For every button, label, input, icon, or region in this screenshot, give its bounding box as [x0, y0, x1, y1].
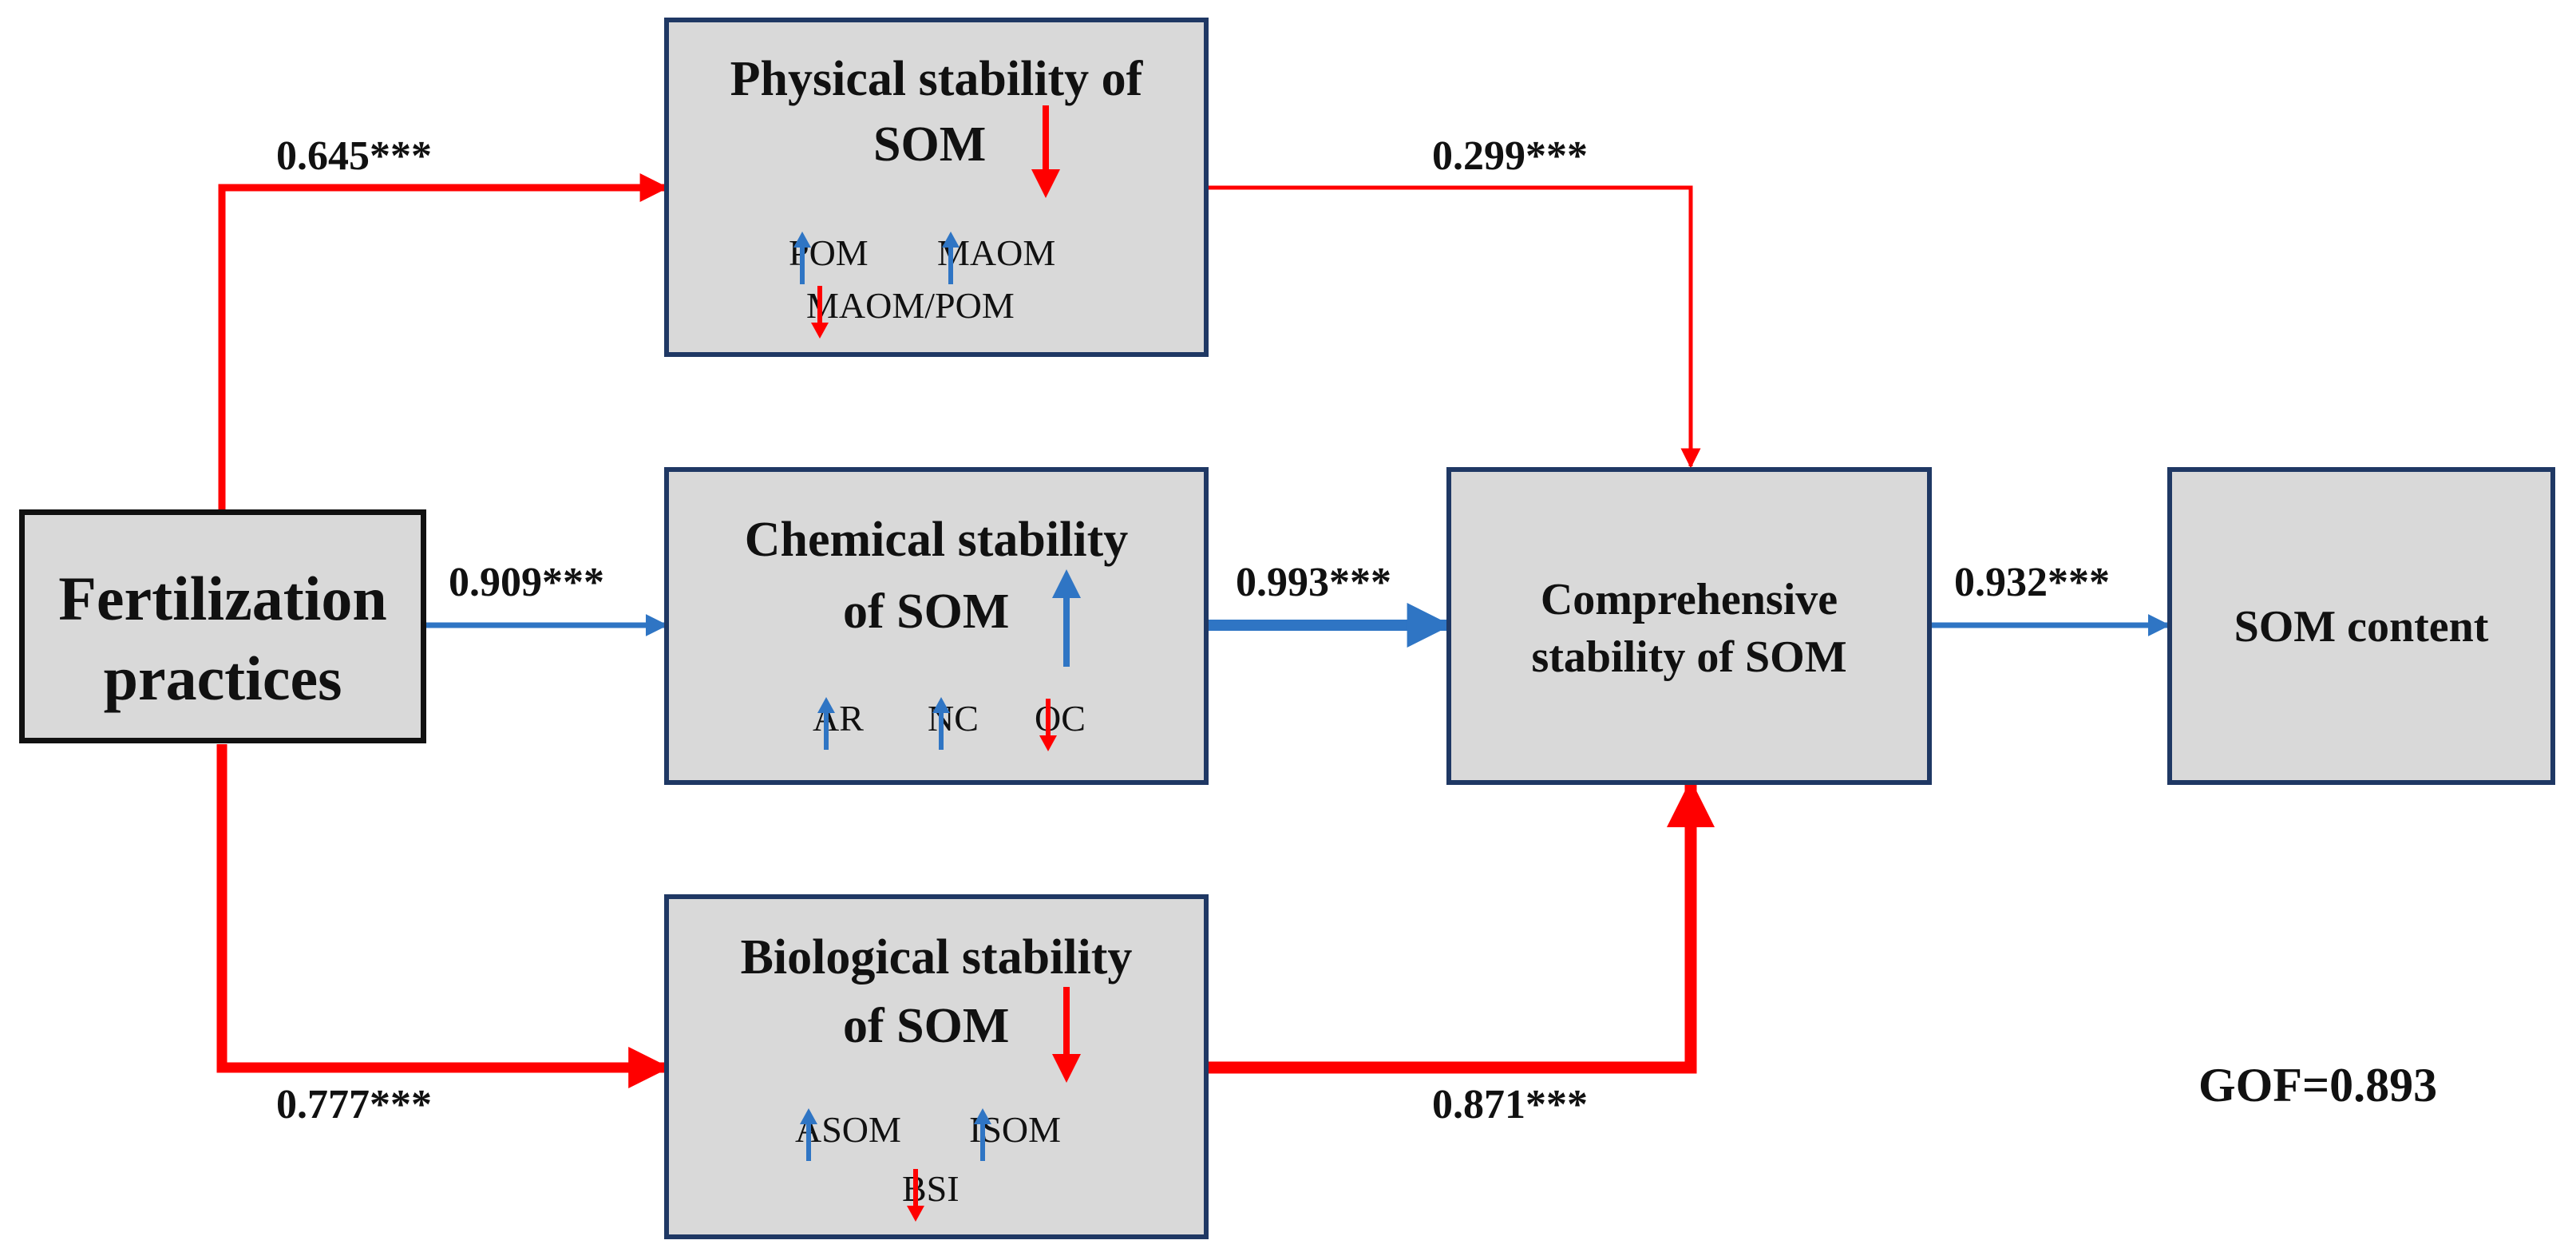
chemical-indicator-ar: AR	[813, 697, 864, 750]
physical-trend-down-icon	[1031, 105, 1060, 198]
node-chemical-line1: Chemical stability	[744, 513, 1129, 567]
node-chemical-line2: of SOM	[843, 584, 1010, 639]
node-fertilization-line2: practices	[103, 644, 342, 713]
physical-indicator-pom: POM	[789, 232, 869, 284]
arrow-up-icon	[974, 1108, 991, 1161]
biological-indicator-isom: ISOM	[969, 1108, 1061, 1161]
physical-indicator-ratio-label: MAOM/POM	[806, 285, 1015, 326]
node-comprehensive-line1: Comprehensive	[1540, 575, 1838, 624]
biological-trend-down-icon	[1052, 987, 1081, 1083]
physical-indicator-ratio: MAOM/POM	[806, 284, 1015, 339]
chemical-indicator-ar-label: AR	[813, 698, 864, 739]
node-fertilization: Fertilization practices	[19, 509, 426, 743]
node-physical: Physical stability of SOM POM MAOM MAOM/…	[664, 18, 1209, 357]
physical-indicator-maom-label: MAOM	[937, 232, 1056, 273]
coef-chemical-comprehensive: 0.993***	[1236, 560, 1391, 605]
biological-indicator-bsi-label: BSI	[902, 1168, 960, 1209]
arrow-up-icon	[932, 697, 950, 750]
arrow-down-icon	[907, 1169, 924, 1222]
coef-biological-comprehensive: 0.871***	[1432, 1082, 1588, 1127]
path-physical-comprehensive	[1207, 185, 1701, 469]
node-physical-line1: Physical stability of	[730, 52, 1143, 106]
arrow-down-icon	[1039, 699, 1057, 751]
gof-label: GOF=0.893	[2198, 1059, 2438, 1111]
chemical-indicator-oc-label: OC	[1035, 698, 1086, 739]
biological-indicator-asom: ASOM	[795, 1108, 901, 1161]
node-som-content-label: SOM content	[2234, 602, 2489, 652]
node-comprehensive: Comprehensive stability of SOM	[1446, 467, 1932, 785]
node-som-content: SOM content	[2167, 467, 2555, 785]
node-comprehensive-line2: stability of SOM	[1531, 632, 1847, 682]
path-fert-biological	[216, 744, 671, 1088]
node-biological-line2: of SOM	[843, 999, 1010, 1053]
node-chemical: Chemical stability of SOM AR NC OC	[664, 467, 1209, 785]
arrow-up-icon	[942, 232, 960, 284]
arrow-down-icon	[811, 286, 829, 339]
path-biological-comprehensive	[1207, 779, 1715, 1074]
physical-indicator-maom: MAOM	[937, 232, 1056, 284]
path-fert-physical	[218, 173, 669, 511]
chemical-indicator-oc: OC	[1035, 697, 1086, 751]
node-fertilization-line1: Fertilization	[58, 564, 387, 633]
node-biological-line1: Biological stability	[740, 930, 1133, 985]
arrow-up-icon	[800, 1108, 817, 1161]
chemical-trend-up-icon	[1052, 569, 1081, 667]
coef-comprehensive-somcontent: 0.932***	[1954, 560, 2110, 605]
coef-fert-chemical: 0.909***	[449, 560, 604, 605]
biological-indicator-bsi: BSI	[902, 1167, 960, 1222]
arrow-up-icon	[817, 697, 835, 750]
coef-physical-comprehensive: 0.299***	[1432, 133, 1588, 179]
node-biological: Biological stability of SOM ASOM ISOM BS…	[664, 894, 1209, 1239]
node-physical-line2: SOM	[873, 117, 987, 172]
coef-fert-biological: 0.777***	[276, 1082, 432, 1127]
coef-fert-physical: 0.645***	[276, 133, 432, 179]
chemical-indicator-nc-label: NC	[928, 698, 979, 739]
chemical-indicator-nc: NC	[928, 697, 979, 750]
arrow-up-icon	[793, 232, 811, 284]
